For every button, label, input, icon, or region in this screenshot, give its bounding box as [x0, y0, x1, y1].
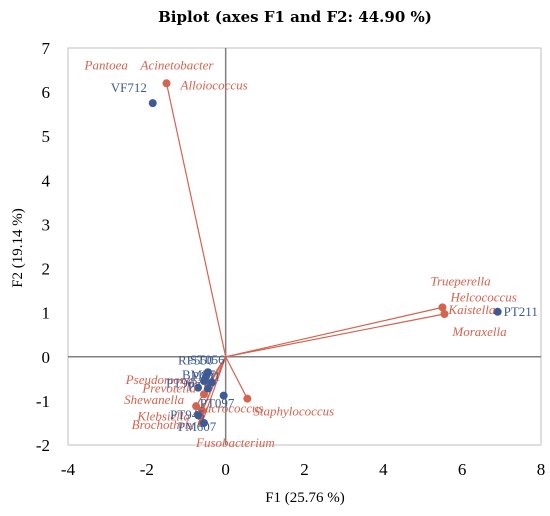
observation-point-pt3: [203, 384, 212, 393]
observation-point-vf712: [148, 99, 157, 108]
vector-staphylococcus: [225, 356, 248, 399]
observation-point-pm607: [199, 418, 208, 427]
observation-label-pa31: PA31: [192, 368, 220, 383]
observation-point-bm57: [199, 377, 208, 386]
y-tick-label: 4: [42, 171, 51, 190]
observation-label-st056: ST056: [190, 352, 225, 367]
observation-points: [148, 99, 502, 427]
variable-label-klebsiella: Klebsiella: [136, 408, 190, 423]
vector-brochothrix: [201, 356, 227, 424]
variable-label-staphylococcus: Staphylococcus: [253, 404, 334, 419]
variable-point-acinetobacter: [162, 79, 171, 88]
variable-label-prevotella: Prevotella: [141, 380, 196, 395]
vector-kaistella: [225, 313, 445, 358]
x-axis-label: F1 (25.76 %): [265, 490, 345, 506]
variable-point-prevotella: [199, 390, 208, 399]
y-tick-label: -2: [36, 436, 50, 455]
x-tick-label: 0: [221, 460, 230, 479]
y-tick-label: 0: [42, 348, 51, 367]
variable-label-macrococcus: Macrococcus: [193, 401, 264, 416]
observation-point-pt945: [194, 411, 203, 420]
variable-label-moraxella: Moraxella: [451, 324, 507, 339]
variable-labels: Acinetobacter Pantoea Alloiococcus Truepere…: [84, 57, 517, 450]
x-tick-label: -2: [140, 460, 154, 479]
variable-label-alloiococcus: Alloiococcus: [180, 77, 248, 92]
vector-acinetobacter: [165, 83, 227, 357]
observation-point-pa31: [207, 378, 216, 387]
variable-point-staphylococcus: [243, 394, 252, 403]
observation-label-rf550: RF550: [178, 353, 213, 368]
observation-label-pt945: PT945: [170, 407, 205, 422]
variable-label-helcococcus: Helcococcus: [449, 289, 516, 304]
y-tick-label: 2: [42, 260, 51, 279]
variable-point-kaistella: [440, 309, 449, 318]
variable-label-pseudomonas: Pseudomonas: [125, 372, 198, 387]
plot-frame: [67, 47, 542, 446]
y-tick-label: 3: [42, 215, 51, 234]
variable-point-shewanella: [192, 402, 201, 411]
x-tick-label: 2: [300, 460, 309, 479]
observation-label-vf712: VF712: [111, 80, 147, 95]
variable-vectors: [165, 83, 445, 424]
variable-label-fusobacterium: Fusobacterium: [195, 435, 275, 450]
x-tick-label: 8: [537, 460, 546, 479]
vector-trueperella: [225, 306, 443, 358]
variable-label-kaistella: Kaistella: [447, 302, 495, 317]
variable-label-brochothrix: Brochothrix: [132, 417, 195, 432]
x-tick-label: 4: [379, 460, 388, 479]
y-tick-label: 6: [42, 83, 51, 102]
observation-point-pt90: [194, 383, 203, 392]
x-tick-label: -4: [61, 460, 76, 479]
chart-title: Biplot (axes F1 and F2: 44.90 %): [158, 8, 432, 26]
observation-label-pt3: PT3: [188, 379, 210, 394]
variable-label-pantoea: Pantoea: [84, 57, 129, 72]
axes: [68, 48, 541, 445]
x-tick-labels: -4 -2 0 2 4 6 8: [61, 460, 545, 479]
observation-point-pt097: [219, 391, 228, 400]
observation-label-pt211: PT211: [504, 304, 538, 319]
variable-label-shewanella: Shewanella: [124, 392, 184, 407]
variable-point-trueperella: [438, 303, 447, 312]
observation-label-pt097: PT097: [200, 396, 235, 411]
vector-klebsiella: [199, 356, 227, 417]
y-tick-label: 5: [42, 127, 51, 146]
y-tick-label: 1: [42, 304, 51, 323]
y-tick-labels: -2 -1 0 1 2 3 4 5 6 7: [36, 39, 51, 455]
y-tick-label: -1: [36, 392, 50, 411]
variable-label-trueperella: Trueperella: [430, 273, 491, 288]
y-axis-label: F2 (19.14 %): [10, 208, 26, 288]
observation-label-pm607: PM607: [178, 419, 217, 434]
y-tick-label: 7: [42, 39, 51, 58]
observation-label-pt90: PT90: [166, 376, 194, 391]
observation-label-bm57: BM57: [182, 367, 216, 382]
variable-label-acinetobacter: Acinetobacter: [140, 57, 215, 72]
x-tick-label: 6: [458, 460, 467, 479]
observation-point-pt211: [493, 307, 502, 316]
